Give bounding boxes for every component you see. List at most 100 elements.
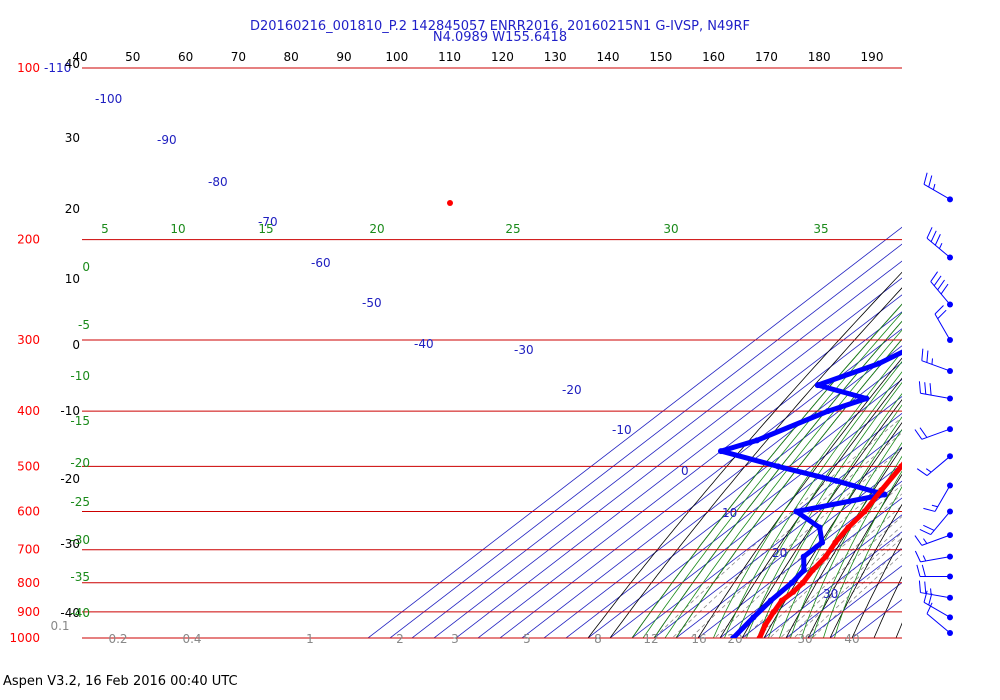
- mixing-ratio-label: 40: [844, 632, 859, 646]
- top-scale-label: 120: [491, 50, 514, 64]
- top-scale-label: 150: [649, 50, 672, 64]
- top-scale-label: 50: [125, 50, 140, 64]
- wind-barb-flag: [926, 602, 933, 614]
- wind-barb-flag: [924, 382, 927, 395]
- height-label: 0: [72, 338, 80, 352]
- wind-barb-flag: [916, 564, 921, 577]
- pressure-label: 200: [17, 233, 40, 247]
- pressure-label: 700: [17, 543, 40, 557]
- top-scale-label: 100: [385, 50, 408, 64]
- isotherm-label: -70: [258, 215, 278, 229]
- isotherm-line: [367, 226, 902, 638]
- dewpoint-profile-point: [973, 311, 979, 317]
- dewpoint-profile: [718, 349, 902, 638]
- isotherm-label: -100: [95, 92, 122, 106]
- dry-adiabat-line: [984, 68, 1000, 638]
- adiabat-label: -5: [78, 318, 90, 332]
- moist-adiabat-label: 5: [101, 222, 109, 236]
- dewpoint-profile-point: [753, 437, 760, 444]
- dewpoint-profile-point: [824, 408, 831, 415]
- wind-barb-point: [947, 614, 953, 621]
- footer-text: Aspen V3.2, 16 Feb 2016 00:40 UTC: [3, 674, 238, 689]
- top-scale-label: 80: [284, 50, 299, 64]
- height-label: 10: [65, 272, 80, 286]
- mixing-ratio-label: 2: [396, 632, 404, 646]
- wind-barb-staff: [934, 313, 951, 341]
- mixing-ratio-line: [811, 553, 902, 638]
- wind-barb-flag: [916, 468, 928, 477]
- pressure-label: 800: [17, 576, 40, 590]
- moist-adiabat-label: 20: [369, 222, 384, 236]
- wind-barb-flag: [914, 550, 921, 563]
- isotherm-line: [675, 463, 902, 638]
- wind-barb-point: [947, 336, 953, 343]
- temperature-profile-point: [762, 622, 769, 629]
- isotherm-line: [455, 294, 902, 638]
- pressure-label: 100: [17, 61, 40, 75]
- wind-barb-flag: [925, 468, 932, 473]
- dewpoint-profile-point: [775, 463, 782, 470]
- top-scale-extra-label: -110: [44, 61, 71, 75]
- dry-adiabat-line: [609, 287, 902, 638]
- isotherm-label: -90: [157, 133, 177, 147]
- wind-barb: [923, 172, 953, 203]
- chart-subtitle: N4.0989 W155.6418: [432, 30, 568, 45]
- moist-adiabat-label: 30: [663, 222, 678, 236]
- top-scale-label: 170: [755, 50, 778, 64]
- isotherm-line: [543, 362, 902, 638]
- dry-adiabat-line: [697, 357, 902, 638]
- wind-barb-point: [947, 629, 953, 636]
- moist-adiabat-line: [675, 338, 902, 638]
- dewpoint-profile-point: [814, 382, 821, 389]
- wind-barb-staff: [926, 455, 951, 476]
- mixing-ratio-label: 12: [643, 632, 658, 646]
- wind-barb-point: [947, 553, 953, 560]
- temperature-profile-point: [944, 408, 950, 414]
- wind-barb-flag: [923, 172, 928, 185]
- wind-barb-flag: [923, 507, 936, 512]
- moist-adiabat-line: [746, 381, 902, 638]
- wind-barb-flag: [930, 588, 932, 595]
- wind-barb-flag: [921, 564, 926, 577]
- isotherm-line: [433, 277, 902, 638]
- isotherm-label: 0: [681, 464, 689, 478]
- height-label: 40: [65, 57, 80, 71]
- moist-adiabat-line: [812, 455, 902, 638]
- wind-barb-staff: [921, 428, 951, 440]
- temperature-profile-point: [878, 487, 885, 494]
- wind-barb-flag: [914, 429, 923, 440]
- top-scale-label: 70: [231, 50, 246, 64]
- wind-barb-flag: [923, 524, 935, 531]
- temperature-outlier-point: [447, 200, 453, 206]
- top-scale-label: 130: [544, 50, 567, 64]
- pressure-label: 300: [17, 333, 40, 347]
- isotherm-line: [631, 429, 902, 638]
- wind-barb-point: [947, 196, 953, 203]
- dewpoint-profile-point: [793, 508, 800, 515]
- mixing-ratio-label: 5: [523, 632, 531, 646]
- moist-adiabat-line: [757, 392, 902, 638]
- top-scale-label: 190: [861, 50, 884, 64]
- moist-adiabat-line: [713, 351, 902, 638]
- wind-barb-flag: [914, 535, 923, 546]
- isotherm-line: [389, 243, 902, 638]
- wind-barb-flag: [933, 275, 942, 286]
- wind-barb-flag: [934, 234, 941, 246]
- moist-adiabat-line: [631, 303, 902, 638]
- dewpoint-profile-point: [717, 448, 724, 455]
- adiabat-label: -40: [70, 606, 90, 620]
- isotherm-line: [741, 514, 902, 638]
- moist-adiabat-line: [735, 371, 902, 638]
- top-scale-label: 60: [178, 50, 193, 64]
- dewpoint-profile-point: [800, 553, 807, 560]
- isotherm-line: [521, 345, 902, 638]
- temperature-profile-point: [790, 588, 797, 595]
- wind-barb-flag: [919, 427, 928, 438]
- dewpoint-profile-point: [788, 579, 795, 586]
- wind-barb: [914, 532, 953, 546]
- dry-adiabat-line: [631, 303, 902, 638]
- isotherm-line: [763, 531, 902, 638]
- moist-adiabat-line: [823, 470, 902, 638]
- temperature-profile-point: [898, 463, 902, 470]
